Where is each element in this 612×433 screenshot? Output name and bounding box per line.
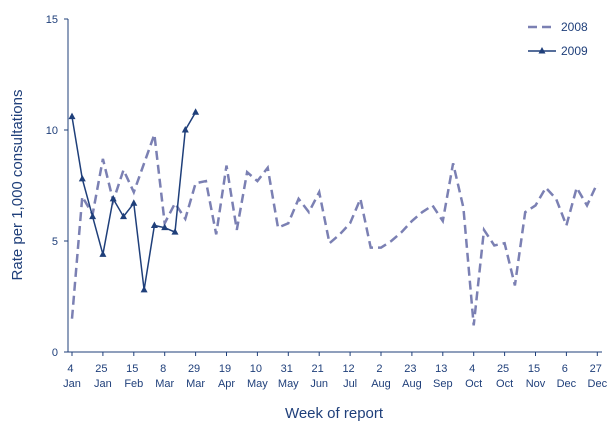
x-tick-label: 13 Sep [433, 363, 453, 390]
series-line [70, 134, 599, 326]
x-tick-label: 29 Mar [186, 363, 205, 390]
x-tick-label: 4 Jan [63, 363, 81, 390]
x-tick-label: 8 Mar [155, 363, 174, 390]
marker [89, 212, 97, 220]
marker [150, 221, 158, 228]
x-tick-label: 15 Nov [526, 363, 546, 390]
y-tick-label: 15 [46, 14, 58, 26]
y-tick-label: 10 [46, 125, 58, 137]
marker [130, 199, 138, 206]
x-tick-label: 25 Jan [94, 363, 112, 390]
legend-marker [538, 47, 546, 54]
x-tick-label: 31 May [278, 363, 299, 390]
x-tick-label: 27 Dec [588, 363, 608, 390]
x-tick-label: 23 Aug [402, 363, 422, 390]
legend-label: 2008 [561, 20, 588, 34]
x-tick-label: 4 Oct [465, 363, 482, 390]
marker [68, 112, 76, 120]
marker [192, 108, 200, 115]
x-tick-label: 21 Jun [310, 363, 328, 390]
x-tick-label: 6 Dec [557, 363, 577, 390]
y-tick-label: 5 [52, 236, 58, 248]
marker [99, 250, 107, 257]
legend-label: 2009 [561, 44, 588, 58]
x-tick-label: 19 Apr [218, 363, 235, 390]
x-tick-label: 12 Jul [342, 363, 357, 390]
x-tick-label: 2 Aug [371, 363, 391, 390]
marker [171, 228, 179, 235]
marker [140, 285, 148, 293]
marker [120, 212, 127, 220]
marker [109, 194, 117, 202]
y-axis-label: Rate per 1,000 consultations [9, 90, 26, 281]
marker [181, 126, 189, 133]
marker [78, 174, 86, 182]
x-tick-label: 15 Feb [124, 363, 143, 390]
x-axis-label: Week of report [285, 405, 384, 422]
x-tick-label: 25 Oct [496, 363, 513, 390]
x-tick-label: 10 May [247, 363, 268, 390]
marker [161, 223, 169, 231]
y-tick-label: 0 [52, 347, 58, 359]
